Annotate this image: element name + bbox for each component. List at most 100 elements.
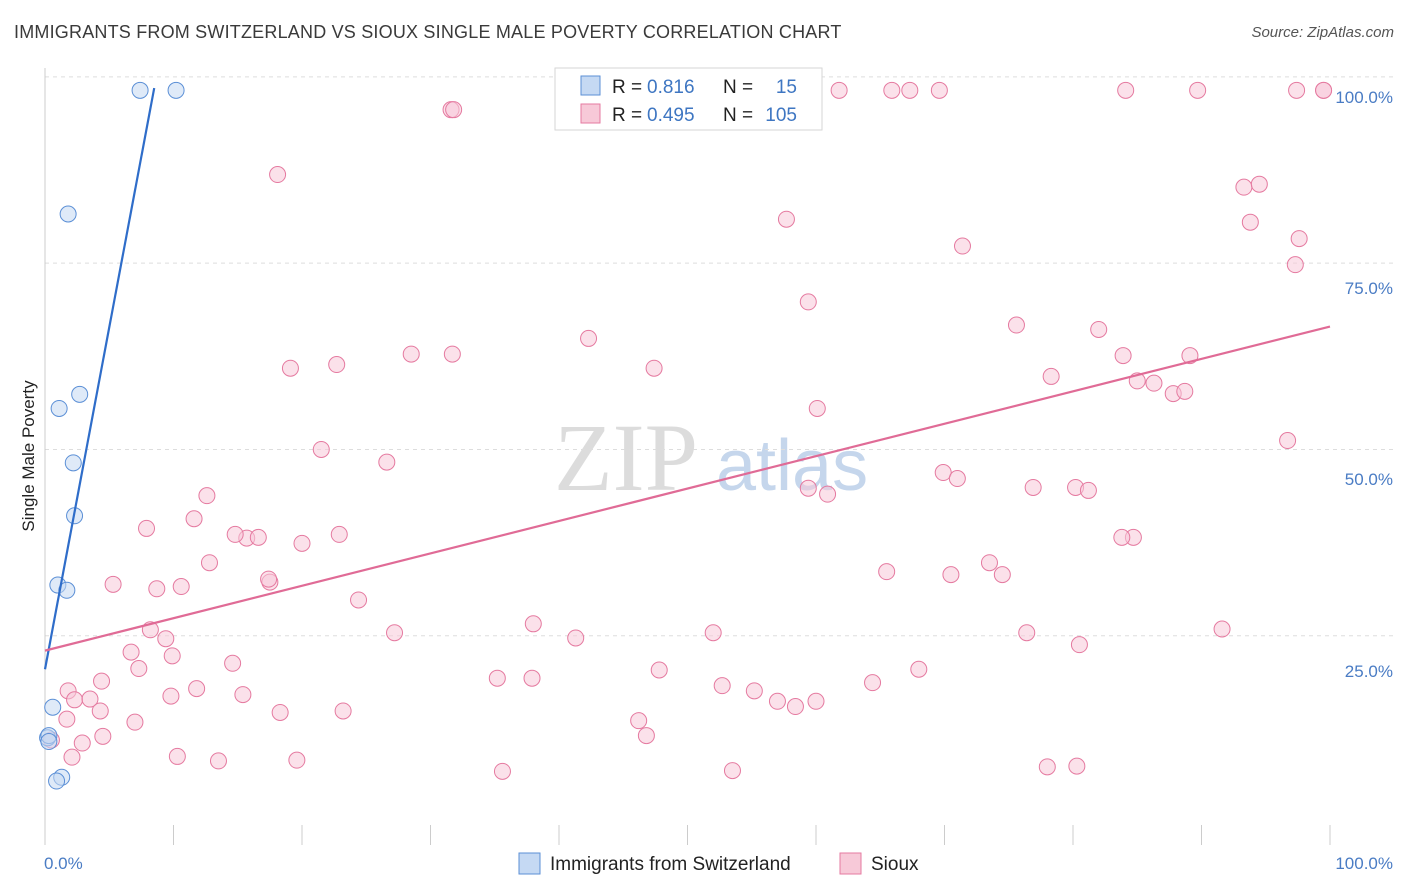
sioux-point [269,166,287,184]
sioux-point [786,698,804,716]
trend-lines [43,87,1331,670]
series-legend-label-switzerland: Immigrants from Switzerland [550,854,791,875]
sioux-point [713,677,731,695]
sioux-point [864,674,882,692]
sioux-point [1241,213,1259,231]
sioux-point [948,470,966,488]
sioux-point [1279,432,1297,450]
sioux-point [162,687,180,705]
sioux-point [226,525,244,543]
sioux-point [704,624,722,642]
sioux-point [93,672,111,690]
sioux-point [249,528,267,546]
y-tick-label-25: 25.0% [1345,662,1393,681]
switzerland-point [40,733,58,751]
sioux-point [1007,316,1025,334]
sioux-point [224,654,242,672]
legend-r-value-2: 0.495 [647,105,695,126]
sioux-point [58,710,76,728]
sioux-point [402,345,420,363]
x-tick-label-max: 100.0% [1335,854,1393,873]
sioux-point [91,702,109,720]
sioux-point [1114,347,1132,365]
sioux-point [138,519,156,537]
switzerland-point [44,698,62,716]
sioux-point [81,690,99,708]
sioux-point [645,359,663,377]
legend-swatch-pink [580,103,601,124]
series-legend-swatch-sioux [839,852,862,875]
legend-n-value-2: 105 [765,105,797,126]
sioux-point [330,525,348,543]
sioux-point [378,453,396,471]
sioux-point [260,570,278,588]
sioux-point [942,566,960,584]
chart-title: IMMIGRANTS FROM SWITZERLAND VS SIOUX SIN… [14,22,842,42]
sioux-point [1090,320,1108,338]
series-legend-swatch-switzerland [518,852,541,875]
sioux-point [288,751,306,769]
sioux-point [878,563,896,581]
sioux-point [830,81,848,99]
sioux-point [104,575,122,593]
y-axis-label: Single Male Poverty [19,380,38,532]
sioux-point [524,615,542,633]
sioux-point [1117,81,1135,99]
sioux-point [188,680,206,698]
axes [44,68,1331,845]
sioux-point [637,727,655,745]
sioux-point [1235,178,1253,196]
data-points [39,81,1333,790]
sioux-point [271,703,289,721]
sioux-point [808,399,826,417]
sioux-point [234,686,252,704]
x-tick-label-min: 0.0% [44,854,83,873]
sioux-point [122,643,140,661]
sioux-point [993,566,1011,584]
sioux-point [1113,528,1131,546]
sioux-point [350,591,368,609]
switzerland-trend-line [43,87,156,670]
sioux-point [567,629,585,647]
sioux-point [209,752,227,770]
sioux-point [807,692,825,710]
sioux-point [1079,481,1097,499]
sioux-point [94,727,112,745]
sioux-point [312,440,330,458]
sioux-point [1018,624,1036,642]
correlation-legend: R = 0.816 N = 15 R = 0.495 N = 105 [554,67,823,131]
sioux-point [1145,374,1163,392]
sioux-point [1250,175,1268,193]
legend-n-label-2: N = [723,105,753,126]
watermark-zip: ZIP [554,404,698,511]
sioux-point [148,580,166,598]
sioux-point [281,359,299,377]
sioux-point [1024,478,1042,496]
sioux-point [934,464,952,482]
series-legend: Immigrants from Switzerland Sioux [518,852,919,875]
sioux-point [745,682,763,700]
sioux-point [63,748,81,766]
watermark-atlas: atlas [716,426,868,506]
sioux-point [163,647,181,665]
sioux-point [1213,620,1231,638]
sioux-point [901,81,919,99]
sioux-point [980,554,998,572]
sioux-point [819,485,837,503]
sioux-point [185,510,203,528]
y-tick-label-100: 100.0% [1335,88,1393,107]
y-tick-label-75: 75.0% [1345,279,1393,298]
sioux-point [910,660,928,678]
sioux-point [130,660,148,678]
legend-r-value-1: 0.816 [647,77,695,98]
sioux-point [445,101,463,119]
sioux-point [799,479,817,497]
legend-n-label-1: N = [723,77,753,98]
sioux-point [777,210,795,228]
legend-r-label-1: R = [612,77,642,98]
sioux-point [1038,758,1056,776]
switzerland-point [167,81,185,99]
sioux-point [1181,347,1199,365]
sioux-point [293,534,311,552]
